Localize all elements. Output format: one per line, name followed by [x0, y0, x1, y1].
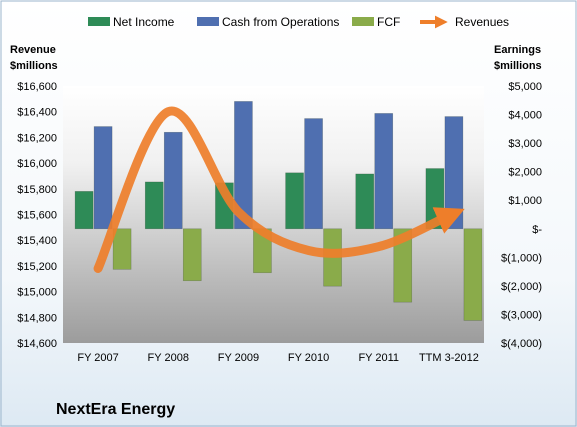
bar-cash-from-operations — [304, 118, 323, 230]
bar-cash-from-operations — [374, 113, 394, 230]
x-tick-label: FY 2007 — [77, 352, 118, 364]
bars — [74, 101, 483, 321]
legend-swatch-net-income — [88, 17, 110, 26]
x-tick-label: FY 2011 — [358, 352, 399, 364]
legend-label-net-income: Net Income — [113, 15, 175, 29]
right-axis-title-line1: Earnings — [494, 44, 541, 56]
x-tick-label: TTM 3-2012 — [419, 352, 479, 364]
left-tick-label: $15,800 — [17, 184, 57, 196]
right-tick-label: $(1,000) — [501, 252, 542, 264]
x-axis-labels: FY 2007 FY 2008 FY 2009 FY 2010 FY 2011 TTM 3… — [77, 352, 478, 364]
left-tick-label: $14,600 — [17, 338, 57, 350]
legend-item-net-income: Net Income — [88, 15, 175, 29]
right-tick-label: $3,000 — [508, 138, 542, 150]
legend: Net Income Cash from Operations FCF Reve… — [88, 15, 509, 29]
left-tick-label: $15,600 — [17, 210, 57, 222]
left-tick-label: $16,000 — [17, 158, 57, 170]
right-axis-title-line2: $millions — [494, 60, 542, 72]
bar-cash-from-operations — [163, 131, 183, 230]
plot-area — [63, 86, 484, 343]
right-tick-label: $(4,000) — [501, 338, 542, 350]
bar-fcf — [112, 228, 132, 270]
bar-net-income — [355, 173, 375, 230]
left-tick-label: $16,400 — [17, 107, 57, 119]
left-axis-title-line1: Revenue — [10, 44, 56, 56]
bar-net-income — [285, 172, 304, 230]
legend-swatch-fcf — [352, 17, 374, 26]
legend-swatch-cash-from-operations — [197, 17, 219, 26]
right-tick-label: $2,000 — [508, 167, 542, 179]
bar-fcf — [182, 228, 202, 282]
left-tick-label: $15,200 — [17, 261, 57, 273]
legend-label-revenues: Revenues — [455, 15, 509, 29]
x-tick-label: FY 2008 — [148, 352, 189, 364]
bar-net-income — [74, 191, 94, 230]
left-tick-label: $16,200 — [17, 132, 57, 144]
revenue-curve-layer — [93, 106, 465, 273]
left-axis-ticks: $14,600 $14,800 $15,000 $15,200 $15,400 $15,6… — [17, 81, 57, 350]
bar-net-income — [144, 181, 164, 230]
bar-fcf — [463, 228, 483, 321]
left-tick-label: $14,800 — [17, 312, 57, 324]
right-tick-label: $(2,000) — [501, 281, 542, 293]
x-tick-label: FY 2009 — [218, 352, 259, 364]
right-axis-ticks: $(4,000) $(3,000) $(2,000) $(1,000) $- $1,000… — [501, 81, 542, 350]
bar-cash-from-operations — [234, 101, 253, 230]
left-axis-title-line2: $millions — [10, 60, 58, 72]
right-tick-label: $(3,000) — [501, 309, 542, 321]
revenues-curve — [93, 106, 465, 273]
left-tick-label: $15,400 — [17, 235, 57, 247]
legend-item-revenues: Revenues — [420, 15, 509, 29]
right-tick-label: $5,000 — [508, 81, 542, 93]
bar-cash-from-operations — [93, 126, 113, 230]
right-tick-label: $1,000 — [508, 195, 542, 207]
legend-item-cash-from-operations: Cash from Operations — [197, 15, 339, 29]
right-tick-label: $- — [532, 224, 542, 236]
left-tick-label: $16,600 — [17, 81, 57, 93]
x-tick-label: FY 2010 — [288, 352, 329, 364]
right-tick-label: $4,000 — [508, 110, 542, 122]
legend-label-cash-from-operations: Cash from Operations — [222, 15, 339, 29]
bar-fcf — [393, 228, 413, 303]
legend-item-fcf: FCF — [352, 15, 400, 29]
left-tick-label: $15,000 — [17, 287, 57, 299]
legend-label-fcf: FCF — [377, 15, 400, 29]
chart-title: NextEra Energy — [56, 401, 175, 418]
